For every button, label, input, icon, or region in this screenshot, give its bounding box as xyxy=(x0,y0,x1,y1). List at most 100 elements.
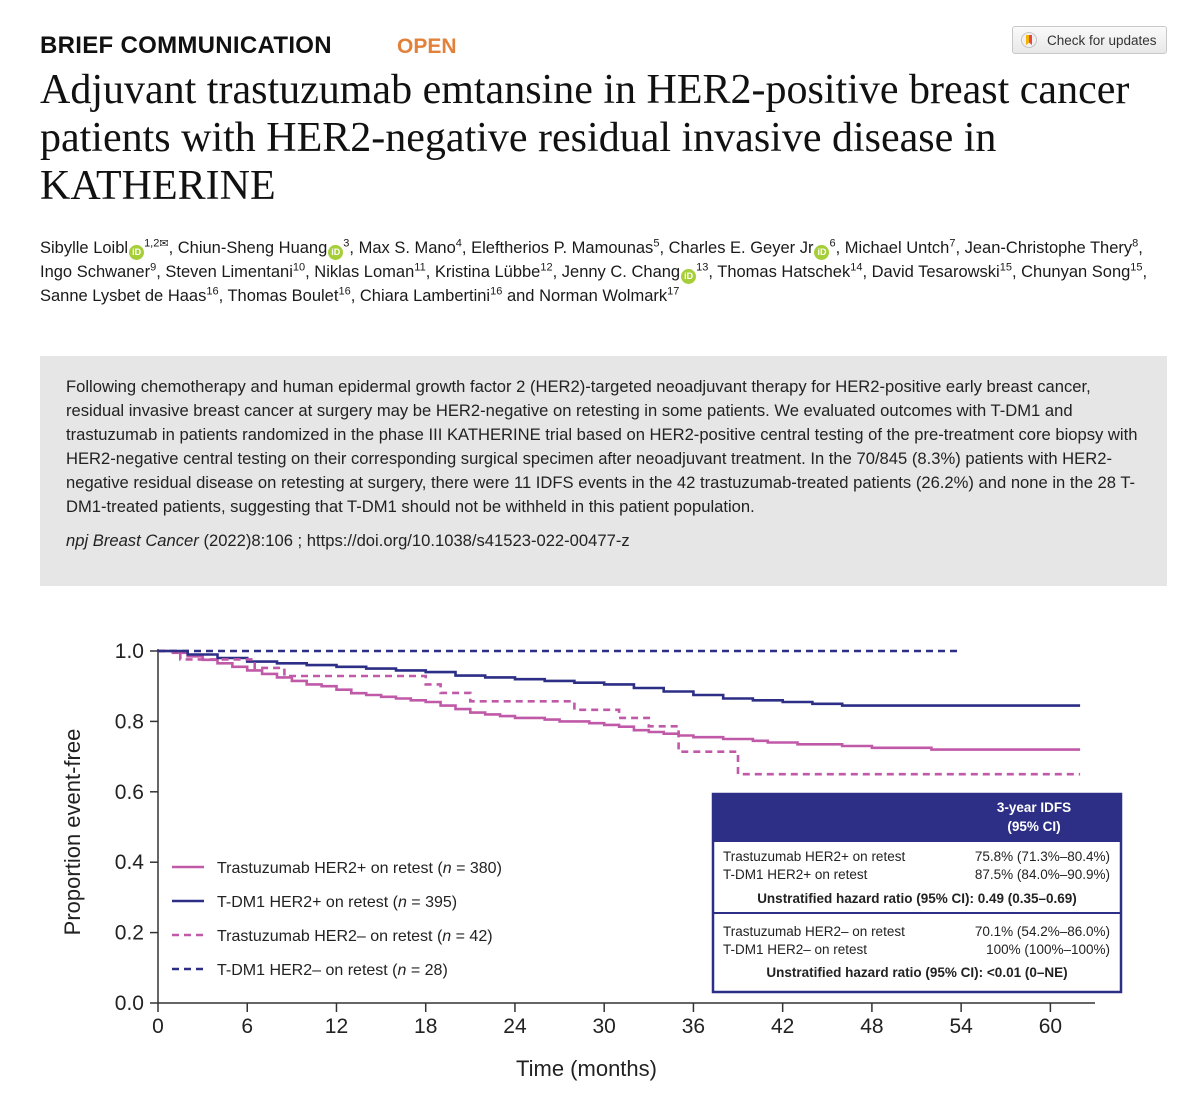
affiliation-number: 14 xyxy=(850,261,863,274)
author-name: Eleftherios P. Mamounas xyxy=(471,239,654,257)
table-row-label: Trastuzumab HER2– on retest xyxy=(723,924,905,939)
author-name: Thomas Hatschek xyxy=(717,263,851,281)
legend-series-name: T-DM1 HER2– on retest xyxy=(217,962,388,979)
author[interactable]: Thomas Hatschek14 xyxy=(717,261,863,281)
x-tick-label: 48 xyxy=(860,1015,883,1038)
author[interactable]: Kristina Lübbe12 xyxy=(435,261,553,281)
legend-n-symbol: n xyxy=(443,860,452,877)
affiliation-number: 3 xyxy=(343,237,350,250)
legend-label: T-DM1 HER2+ on retest (n = 395) xyxy=(217,894,457,911)
author[interactable]: Chiun-Sheng Huang iD3 xyxy=(178,237,350,260)
legend-label: Trastuzumab HER2+ on retest (n = 380) xyxy=(217,860,502,877)
legend-n-suffix: ) xyxy=(487,928,492,945)
table-row-value: 75.8% (71.3%–80.4%) xyxy=(975,849,1110,864)
author[interactable]: Jean-Christophe Thery8 xyxy=(965,237,1139,257)
author[interactable]: Chiara Lambertini16 xyxy=(360,285,503,305)
check-for-updates-button[interactable]: Check for updates xyxy=(1012,26,1167,54)
author-separator: , xyxy=(862,263,872,281)
affiliation-number: 4 xyxy=(455,237,462,250)
orcid-icon[interactable]: iD xyxy=(814,245,830,260)
author[interactable]: Steven Limentani10 xyxy=(165,261,306,281)
author-name: Sibylle Loibl xyxy=(40,239,129,257)
author[interactable]: Chunyan Song15 xyxy=(1021,261,1143,281)
affiliation-number: 9 xyxy=(150,261,157,274)
affiliation-number: 15 xyxy=(1130,261,1143,274)
author-name: Max S. Mano xyxy=(358,239,456,257)
y-tick-label: 1.0 xyxy=(115,640,144,663)
affiliation-number: 8 xyxy=(1132,237,1139,250)
table-header-line2: (95% CI) xyxy=(1007,819,1060,834)
author-separator: , xyxy=(835,239,845,257)
y-tick-label: 0.8 xyxy=(115,710,144,733)
author-separator: , xyxy=(168,239,178,257)
legend-series-name: Trastuzumab HER2+ on retest xyxy=(217,860,434,877)
author-separator: , xyxy=(425,263,435,281)
author[interactable]: Niklas Loman11 xyxy=(314,261,426,281)
author[interactable]: David Tesarowski15 xyxy=(871,261,1012,281)
y-tick-label: 0.6 xyxy=(115,781,144,804)
article-type: BRIEF COMMUNICATION xyxy=(40,32,332,59)
affiliation-number: 1,2 xyxy=(144,237,160,250)
author[interactable]: Norman Wolmark17 xyxy=(539,285,680,305)
author-separator: , xyxy=(461,239,472,257)
legend-n-prefix: ( xyxy=(433,860,443,877)
legend-series-name: Trastuzumab HER2– on retest xyxy=(217,928,433,945)
author-name: Jenny C. Chang xyxy=(561,263,681,281)
km-curve-3 xyxy=(158,649,1081,776)
author-separator: , xyxy=(1138,239,1143,257)
x-tick-label: 36 xyxy=(682,1015,705,1038)
km-figure: 0.0 0.2 0.4 0.6 0.8 1.0 0 6 12 18 24 30 36 42 48 54 60 Ti… xyxy=(40,620,1170,1100)
legend-series-name: T-DM1 HER2+ on retest xyxy=(217,894,389,911)
legend-n-suffix: ) xyxy=(497,860,502,877)
affiliation-number: 11 xyxy=(414,261,426,274)
author[interactable]: Eleftherios P. Mamounas5 xyxy=(471,237,660,257)
author-name: David Tesarowski xyxy=(871,263,1000,281)
legend-n-value: 395 xyxy=(425,894,452,911)
author-separator: , xyxy=(350,287,360,305)
author[interactable]: Charles E. Geyer Jr iD6 xyxy=(668,238,836,260)
x-tick-label: 18 xyxy=(414,1015,437,1038)
author-name: Michael Untch xyxy=(844,239,950,257)
author[interactable]: Thomas Boulet16 xyxy=(227,286,350,305)
x-tick-label: 12 xyxy=(325,1015,348,1038)
author[interactable]: Sanne Lysbet de Haas16 xyxy=(40,286,219,305)
author-name: Norman Wolmark xyxy=(539,287,668,305)
affiliation-number: 15 xyxy=(999,261,1012,274)
table-row-label: T-DM1 HER2+ on retest xyxy=(723,867,868,882)
author[interactable]: Sibylle Loibl iD1,2✉ xyxy=(40,237,169,260)
author[interactable]: Jenny C. Chang iD13 xyxy=(561,262,708,284)
affiliation-number: 12 xyxy=(540,261,553,274)
author-separator: , xyxy=(552,263,562,281)
x-tick-label: 6 xyxy=(241,1015,253,1038)
author-separator: , xyxy=(708,263,718,281)
legend-n-prefix: ( xyxy=(388,894,398,911)
x-tick-label: 30 xyxy=(593,1015,616,1038)
x-tick-label: 54 xyxy=(949,1015,973,1038)
journal-name: npj Breast Cancer xyxy=(66,531,199,550)
y-axis-label: Proportion event-free xyxy=(60,729,85,936)
affiliation-number: 10 xyxy=(292,261,306,274)
citation-details[interactable]: (2022)8:106 ; https://doi.org/10.1038/s4… xyxy=(198,531,630,550)
author-name: Chunyan Song xyxy=(1021,263,1131,281)
author[interactable]: Max S. Mano4 xyxy=(358,237,462,257)
y-tick-label: 0.4 xyxy=(115,851,145,874)
affiliation-number: 16 xyxy=(490,285,503,298)
author-name: Thomas Boulet xyxy=(227,287,339,305)
orcid-icon[interactable]: iD xyxy=(681,269,697,284)
author-separator: , xyxy=(1142,263,1148,281)
affiliation-number: 5 xyxy=(653,237,660,250)
table-hazard-ratio: Unstratified hazard ratio (95% CI): 0.49… xyxy=(757,891,1077,906)
author-separator: , xyxy=(659,239,669,257)
table-hazard-ratio: Unstratified hazard ratio (95% CI): <0.0… xyxy=(766,965,1067,980)
check-for-updates-label: Check for updates xyxy=(1047,32,1157,48)
legend-n-value: 42 xyxy=(469,928,487,945)
affiliation-number: 17 xyxy=(667,285,680,298)
orcid-icon[interactable]: iD xyxy=(129,245,145,260)
author-name: Charles E. Geyer Jr xyxy=(668,239,814,257)
legend-n-value: 28 xyxy=(425,962,443,979)
author[interactable]: Michael Untch7 xyxy=(844,238,956,257)
author[interactable]: Ingo Schwaner9 xyxy=(40,261,157,281)
orcid-icon[interactable]: iD xyxy=(328,245,344,260)
km-curve-1 xyxy=(158,649,1081,751)
abstract-text: Following chemotherapy and human epiderm… xyxy=(66,377,1138,516)
